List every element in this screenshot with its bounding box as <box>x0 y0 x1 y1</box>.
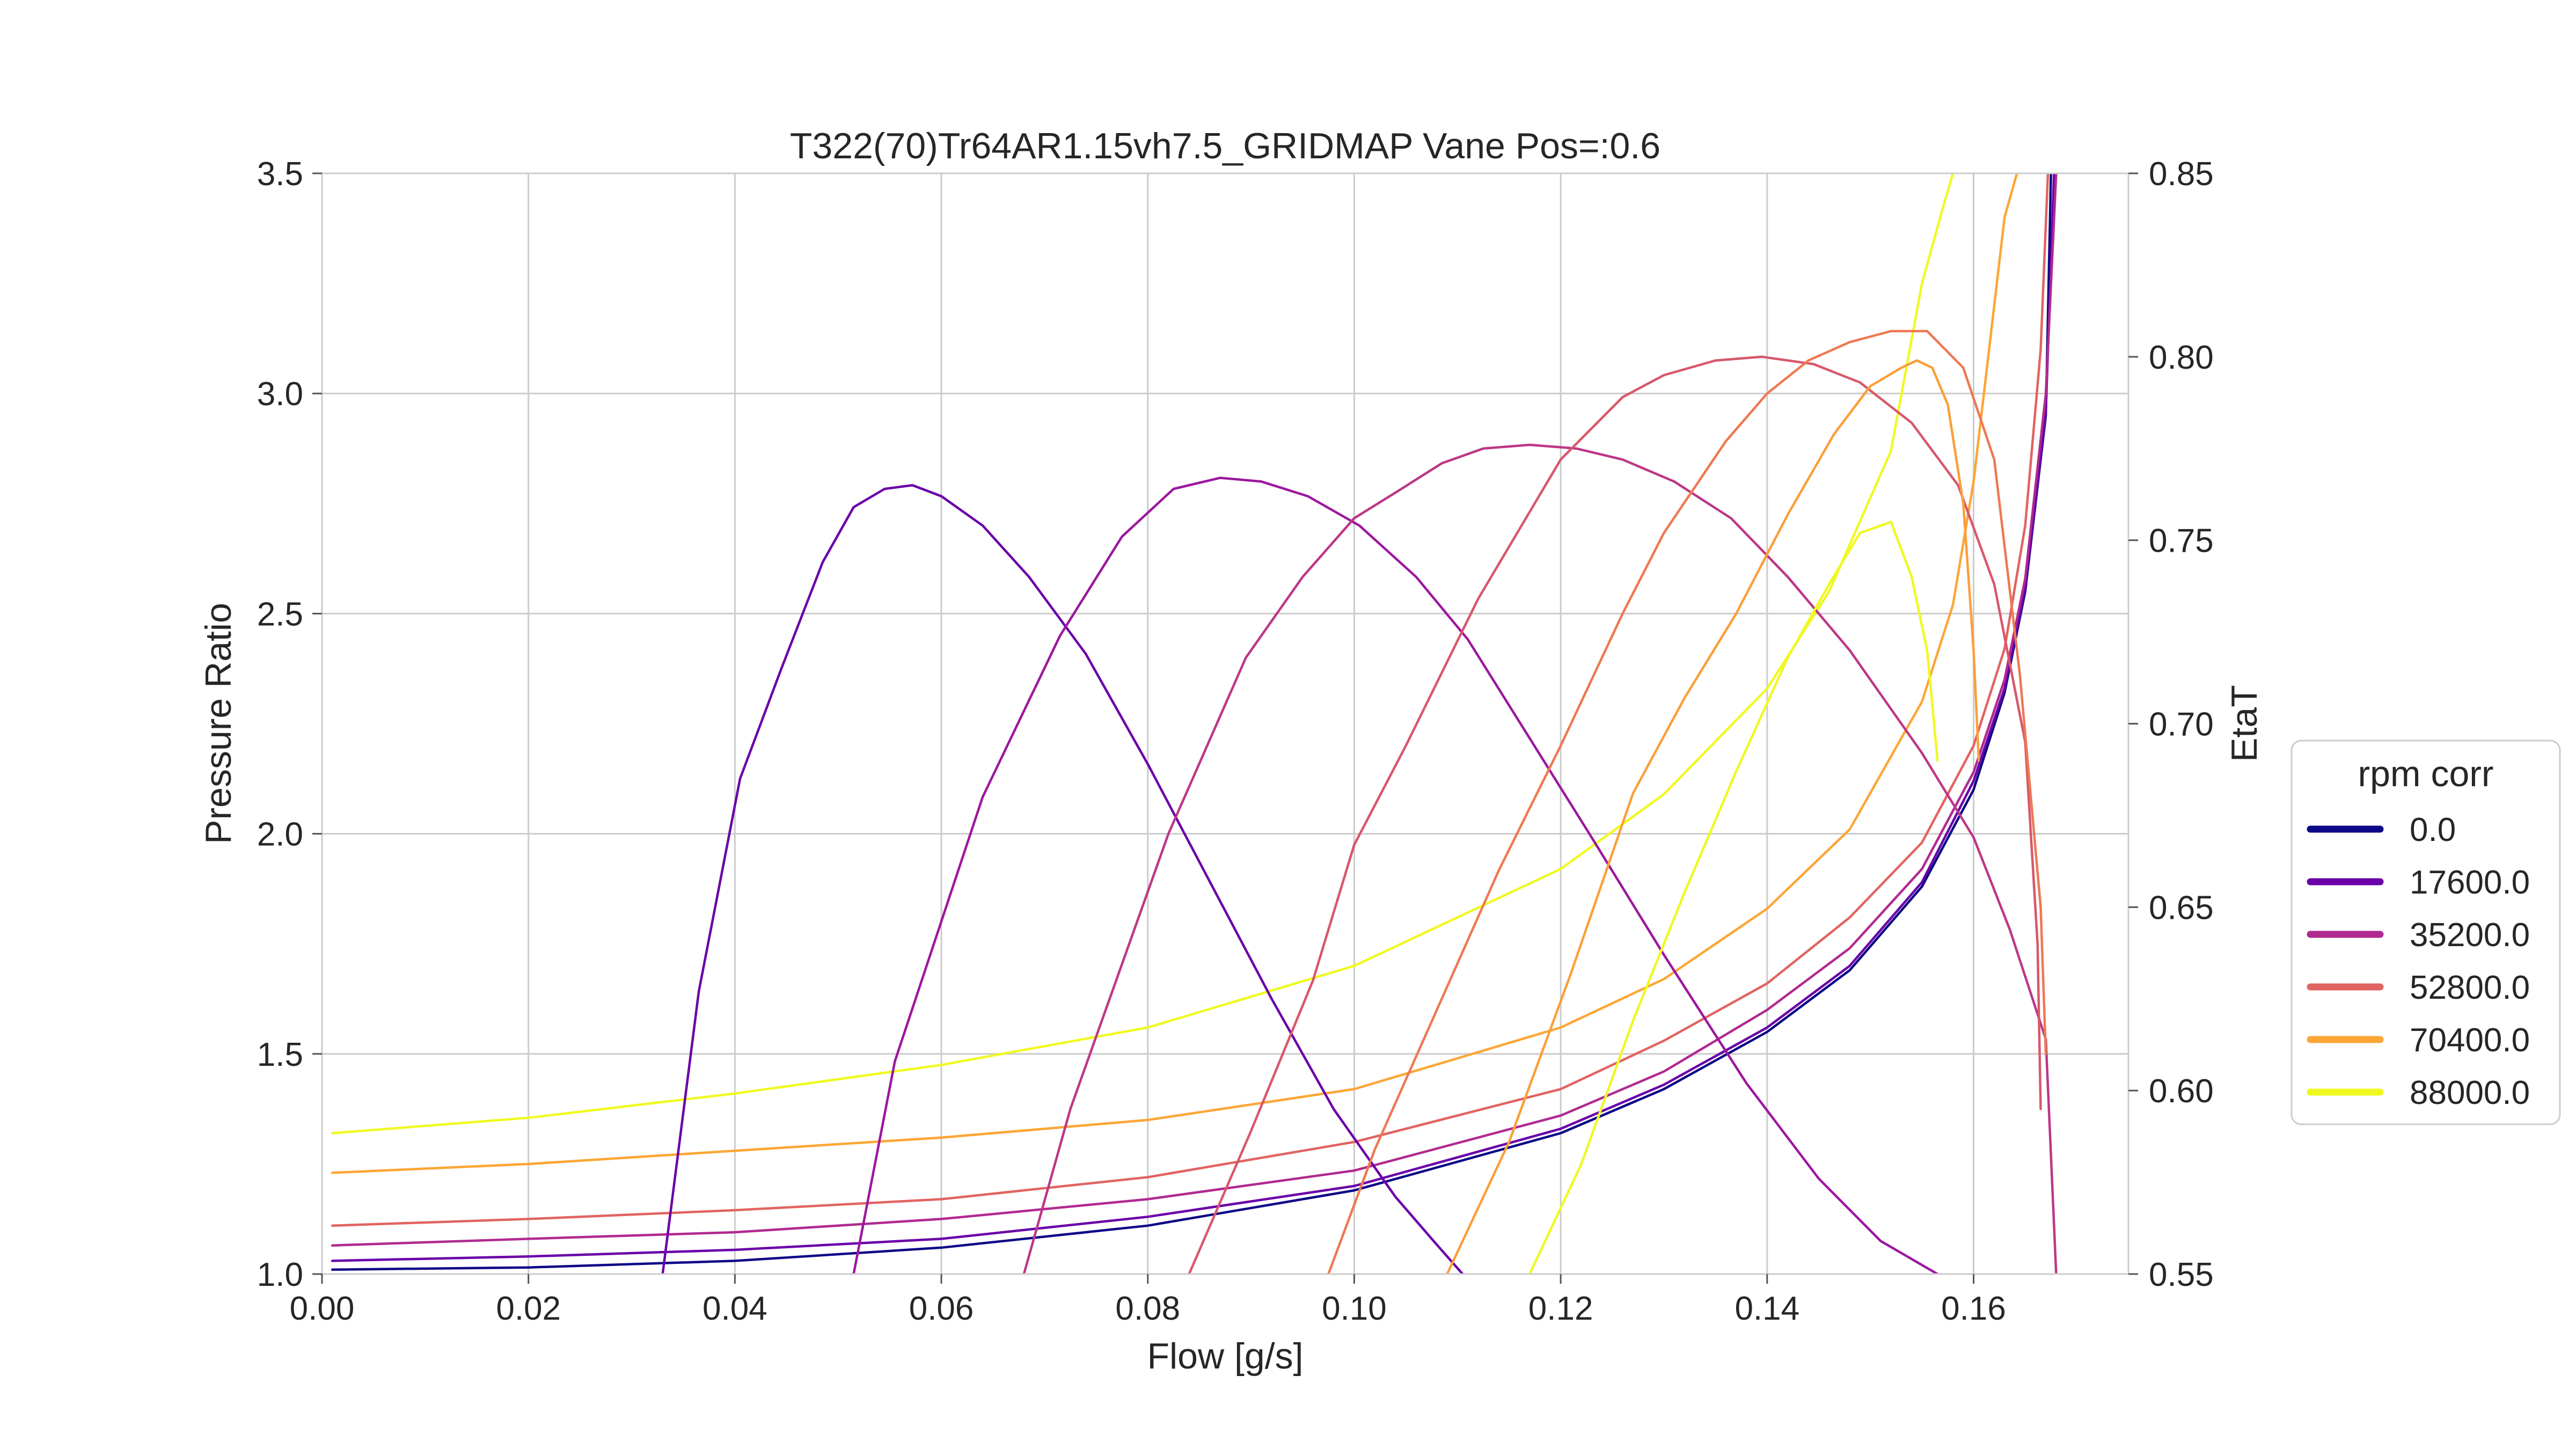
efficiency-line-8 <box>1022 443 2058 1274</box>
efficiency-line-10 <box>1327 330 2047 1274</box>
y-tick-label: 1.0 <box>257 1256 303 1293</box>
y-tick-label: 3.5 <box>257 156 303 193</box>
chart-title: T322(70)Tr64AR1.15vh7.5_GRIDMAP Vane Pos… <box>790 126 1660 166</box>
x-tick-label: 0.02 <box>496 1290 561 1327</box>
efficiency-line-7 <box>852 477 1941 1274</box>
efficiency-line-11 <box>1446 359 1980 1274</box>
pressure-ratio-line-3 <box>331 173 2050 1227</box>
legend-label: 70400.0 <box>2410 1022 2530 1059</box>
y2-tick-label: 0.80 <box>2149 339 2214 376</box>
y-tick-label: 2.5 <box>257 596 303 633</box>
legend-items: 0.0 17600.0 35200.0 52800.0 70400.0 88000.0 <box>2307 811 2530 1111</box>
legend-title: rpm corr <box>2358 753 2493 794</box>
legend-label: 35200.0 <box>2410 917 2530 954</box>
y-axis-label: Pressure Ratio <box>198 603 239 844</box>
y-tick-label: 2.0 <box>257 816 303 853</box>
legend-label: 88000.0 <box>2410 1074 2530 1111</box>
y-tick-label: 1.5 <box>257 1036 303 1073</box>
pressure-ratio-line-4 <box>331 173 2018 1174</box>
y2-tick-label: 0.85 <box>2149 156 2214 193</box>
y2-tick-label: 0.70 <box>2149 706 2214 743</box>
y2-tick-label: 0.75 <box>2149 523 2214 560</box>
legend-box <box>2290 740 2561 1125</box>
x-tick-label: 0.16 <box>1941 1290 2006 1327</box>
x-tick-label: 0.00 <box>290 1290 355 1327</box>
y2-tick-label: 0.65 <box>2149 889 2214 926</box>
pressure-ratio-line-5 <box>331 173 1955 1135</box>
x-tick-label: 0.06 <box>909 1290 974 1327</box>
series-lines <box>331 173 2058 1274</box>
x-tick-label: 0.14 <box>1735 1290 1799 1327</box>
legend: rpm corr 0.0 17600.0 35200.0 52800.0 70400.0… <box>2290 740 2561 1125</box>
y-axis-ticks: 1.0 1.5 2.0 2.5 3.0 3.5 <box>257 156 322 1293</box>
y2-axis-ticks: 0.55 0.60 0.65 0.70 0.75 0.80 0.85 <box>2128 156 2214 1293</box>
legend-label: 17600.0 <box>2410 864 2530 901</box>
x-tick-label: 0.04 <box>702 1290 767 1327</box>
y-tick-label: 3.0 <box>257 376 303 413</box>
x-tick-label: 0.10 <box>1322 1290 1387 1327</box>
x-axis-ticks: 0.00 0.02 0.04 0.06 0.08 0.10 0.12 0.14 0.16 <box>290 1274 2006 1327</box>
efficiency-line-12 <box>1528 521 1939 1274</box>
y2-tick-label: 0.60 <box>2149 1073 2214 1110</box>
x-axis-label: Flow [g/s] <box>1147 1336 1304 1377</box>
legend-label: 0.0 <box>2410 811 2456 848</box>
y2-tick-label: 0.55 <box>2149 1256 2214 1293</box>
series-lines-clipped <box>331 173 2058 1274</box>
legend-label: 52800.0 <box>2410 969 2530 1006</box>
x-tick-label: 0.08 <box>1115 1290 1180 1327</box>
y2-axis-label: EtaT <box>2224 685 2265 762</box>
efficiency-line-9 <box>1188 355 2042 1274</box>
efficiency-line-6 <box>661 484 1464 1274</box>
x-tick-label: 0.12 <box>1528 1290 1593 1327</box>
